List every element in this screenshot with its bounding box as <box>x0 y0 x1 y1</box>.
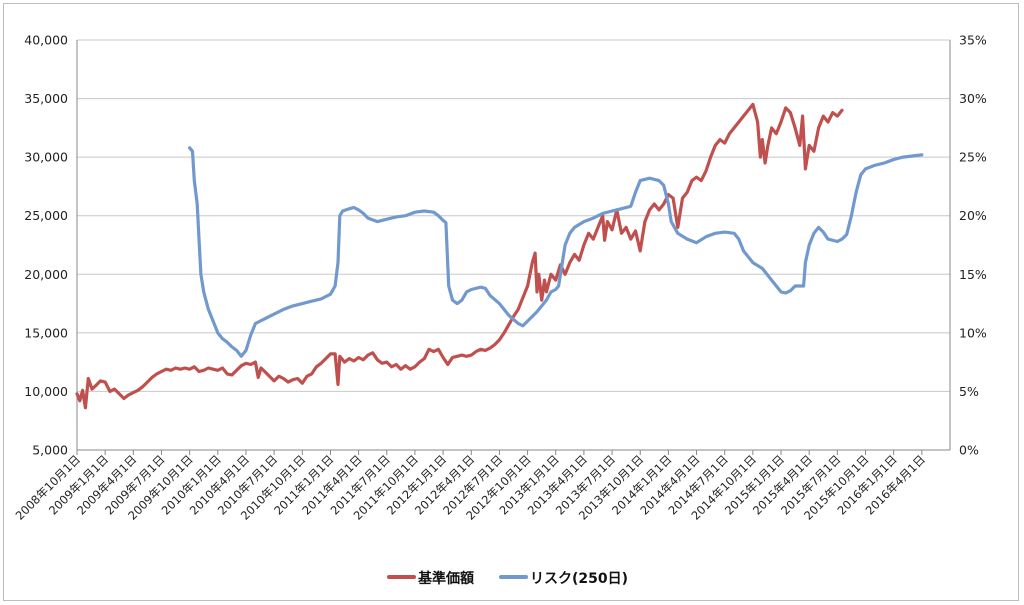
right-tick-label: 0% <box>959 443 979 458</box>
gridlines <box>76 39 951 451</box>
left-tick-label: 5,000 <box>32 443 68 458</box>
legend-label-price: 基準価額 <box>418 570 474 587</box>
right-tick-label: 30% <box>959 91 987 106</box>
x-axis: 2008年10月1日2009年1月1日2009年4月1日2009年7月1日200… <box>13 450 928 523</box>
right-tick-label: 25% <box>959 150 987 165</box>
right-tick-label: 35% <box>959 33 987 48</box>
right-tick-label: 10% <box>959 325 987 340</box>
right-tick-label: 5% <box>959 384 979 399</box>
left-tick-label: 15,000 <box>24 325 68 340</box>
series-line-price <box>75 102 844 410</box>
right-tick-label: 15% <box>959 267 987 282</box>
legend: 基準価額 リスク(250日) <box>387 570 628 587</box>
left-tick-label: 10,000 <box>24 384 68 399</box>
series-lines <box>75 102 924 410</box>
chart-frame <box>3 3 1019 601</box>
left-tick-label: 30,000 <box>24 150 68 165</box>
left-tick-label: 40,000 <box>24 33 68 48</box>
right-axis: 0% 5% 10% 15% 20% 25% 30% 35% <box>959 33 987 458</box>
series-line-risk <box>188 146 924 358</box>
left-tick-label: 35,000 <box>24 91 68 106</box>
right-tick-label: 20% <box>959 208 987 223</box>
left-tick-label: 25,000 <box>24 208 68 223</box>
left-axis: 5,000 10,000 15,000 20,000 25,000 30,000 35,00… <box>24 33 68 458</box>
legend-label-risk: リスク(250日) <box>530 571 628 587</box>
left-tick-label: 20,000 <box>24 267 68 282</box>
